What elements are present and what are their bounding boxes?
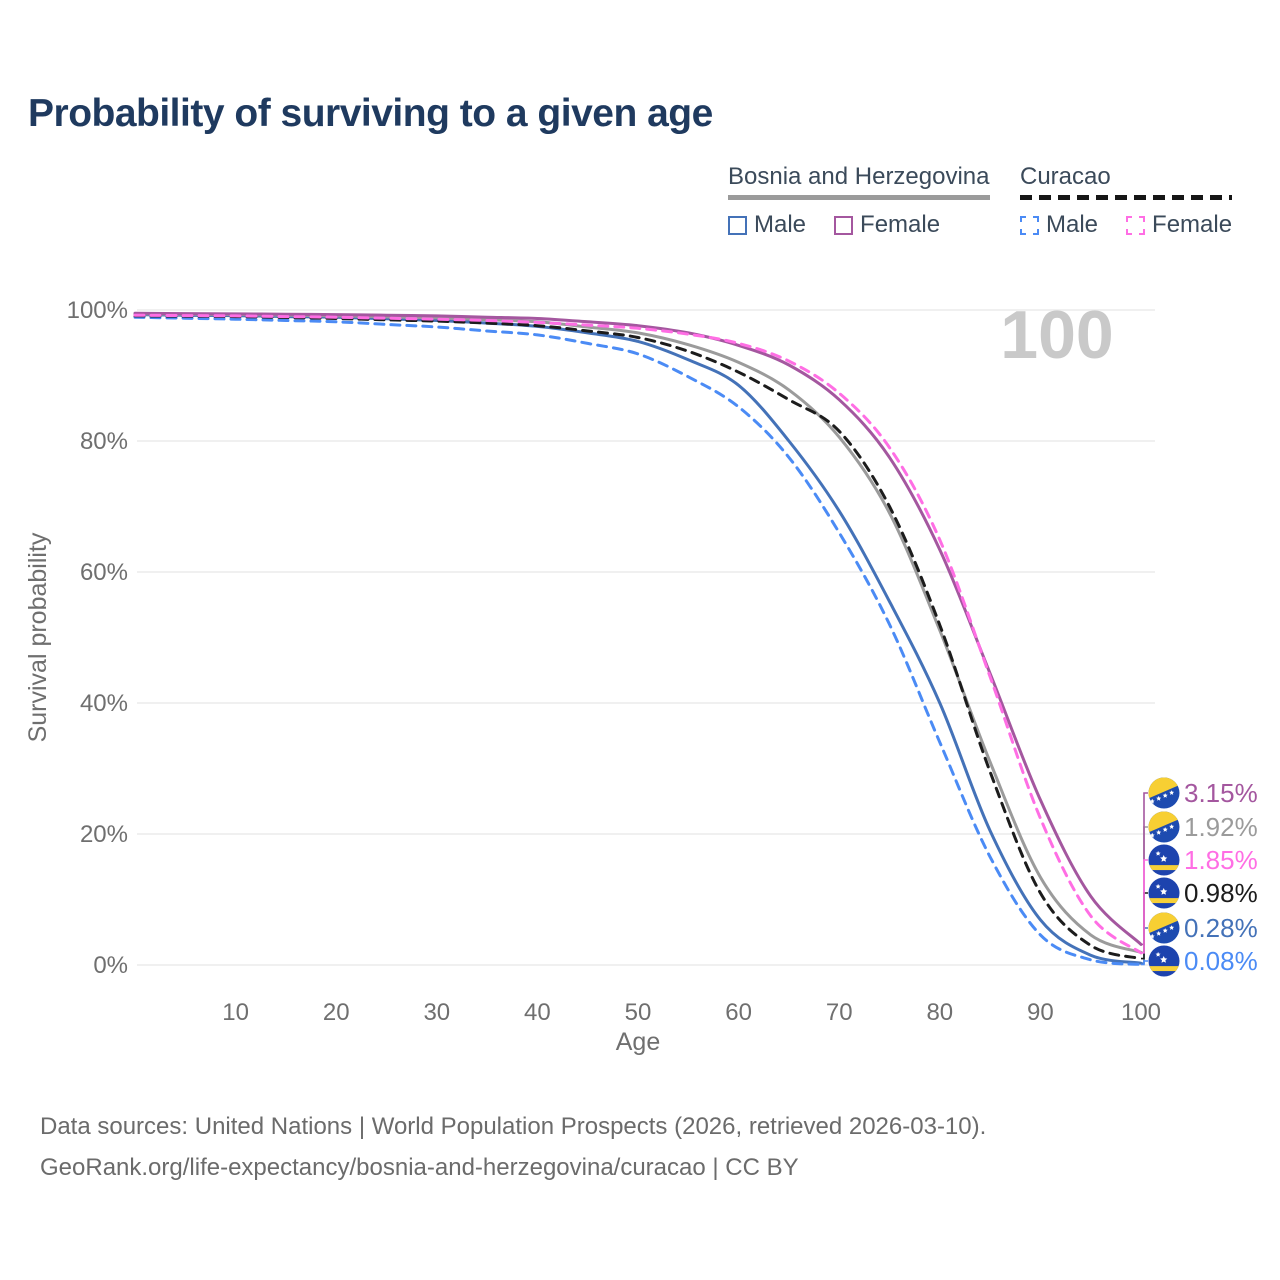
legend-line-sample-bosnia bbox=[728, 195, 990, 200]
curve-bosnia-male[interactable] bbox=[133, 313, 1143, 965]
bosnia-female-swatch-icon bbox=[834, 215, 854, 235]
end-label-connector bbox=[1141, 859, 1148, 954]
curve-curacao-male[interactable] bbox=[133, 315, 1143, 966]
legend-group-curacao: Curacao Male Female bbox=[1020, 163, 1233, 239]
page-title: Probability of surviving to a given age bbox=[28, 92, 713, 135]
x-axis-title: Age bbox=[616, 1028, 660, 1056]
y-tick-label: 60% bbox=[80, 559, 128, 586]
y-tick-label: 80% bbox=[80, 428, 128, 455]
footer-attribution: GeoRank.org/life-expectancy/bosnia-and-h… bbox=[40, 1154, 799, 1181]
x-tick-label: 100 bbox=[1121, 999, 1161, 1026]
end-value-label-curacao-female: 1.85% bbox=[1184, 845, 1258, 875]
legend-item-label: Male bbox=[754, 211, 807, 238]
end-value-label-bosnia-female: 3.15% bbox=[1184, 778, 1258, 808]
curacao-flag-icon bbox=[1148, 844, 1180, 876]
legend-group-bosnia: Bosnia and Herzegovina Male Female bbox=[728, 163, 990, 239]
legend-item-curacao-female[interactable]: Female bbox=[1126, 211, 1232, 239]
curve-curacao-female[interactable] bbox=[133, 313, 1143, 955]
end-value-label-curacao-male: 0.08% bbox=[1184, 946, 1258, 976]
legend-item-bosnia-male[interactable]: Male bbox=[728, 211, 806, 239]
x-tick-label: 10 bbox=[222, 999, 249, 1026]
end-value-label-bosnia-total: 1.92% bbox=[1184, 812, 1258, 842]
legend-item-label: Female bbox=[1152, 211, 1233, 238]
x-tick-label: 50 bbox=[625, 999, 652, 1026]
bosnia-flag-icon bbox=[1148, 811, 1180, 843]
end-value-label-bosnia-male: 0.28% bbox=[1184, 913, 1258, 943]
end-label-connector bbox=[1141, 960, 1148, 966]
bosnia-flag-icon bbox=[1148, 912, 1180, 944]
age-counter-watermark: 100 bbox=[1000, 297, 1113, 373]
survival-probability-chart: 0% 20% 40% 60% 80% 100% 10 20 30 40 50 60 70 80 90 100 A… bbox=[24, 297, 1258, 1056]
footer: Data sources: United Nations | World Pop… bbox=[40, 1106, 986, 1188]
legend-item-label: Female bbox=[860, 211, 941, 238]
legend-item-bosnia-female[interactable]: Female bbox=[834, 211, 940, 239]
curve-curacao-total[interactable] bbox=[133, 314, 1143, 961]
y-tick-label: 0% bbox=[93, 952, 128, 979]
curacao-flag-icon bbox=[1148, 877, 1180, 909]
x-tick-label: 60 bbox=[725, 999, 752, 1026]
bosnia-male-swatch-icon bbox=[728, 215, 747, 235]
y-tick-label: 100% bbox=[67, 297, 128, 324]
bosnia-flag-icon bbox=[1148, 777, 1180, 809]
legend-item-label: Male bbox=[1046, 211, 1099, 238]
end-value-label-curacao-total: 0.98% bbox=[1184, 878, 1258, 908]
legend-item-curacao-male[interactable]: Male bbox=[1020, 211, 1098, 239]
y-axis-title: Survival probability bbox=[24, 532, 52, 742]
legend-line-sample-curacao bbox=[1020, 195, 1233, 200]
x-tick-label: 80 bbox=[926, 999, 953, 1026]
curve-bosnia-female[interactable] bbox=[133, 311, 1143, 946]
curacao-male-swatch-icon bbox=[1020, 215, 1039, 235]
footer-data-sources: Data sources: United Nations | World Pop… bbox=[40, 1113, 987, 1140]
x-tick-label: 90 bbox=[1027, 999, 1054, 1026]
y-tick-label: 40% bbox=[80, 690, 128, 717]
x-tick-label: 30 bbox=[423, 999, 450, 1026]
y-tick-label: 20% bbox=[80, 821, 128, 848]
x-tick-label: 40 bbox=[524, 999, 551, 1026]
curacao-flag-icon bbox=[1148, 945, 1180, 977]
curacao-female-swatch-icon bbox=[1126, 215, 1146, 235]
x-tick-label: 70 bbox=[826, 999, 853, 1026]
legend-country-curacao: Curacao bbox=[1020, 163, 1111, 190]
legend-country-bosnia: Bosnia and Herzegovina bbox=[728, 163, 990, 190]
x-tick-label: 20 bbox=[323, 999, 350, 1026]
